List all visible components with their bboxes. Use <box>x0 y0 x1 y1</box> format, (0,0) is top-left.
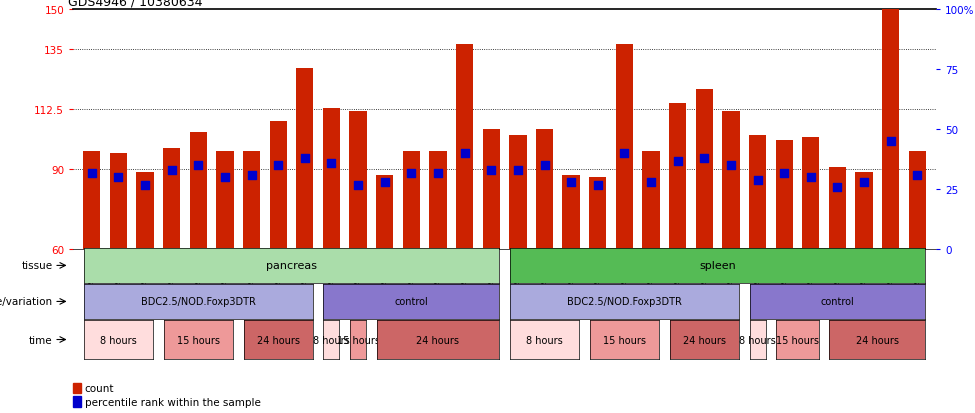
Point <box>110 175 126 181</box>
Bar <box>73 396 81 406</box>
Point <box>856 180 872 186</box>
Bar <box>829 167 846 250</box>
Text: 15 hours: 15 hours <box>603 335 645 345</box>
Text: 24 hours: 24 hours <box>256 335 299 345</box>
Point <box>217 175 233 181</box>
Point <box>457 151 473 157</box>
Bar <box>456 45 473 250</box>
Text: count: count <box>85 383 114 393</box>
Bar <box>616 45 633 250</box>
Point <box>776 170 792 176</box>
Text: time: time <box>29 335 53 345</box>
Point <box>830 184 845 191</box>
Text: 24 hours: 24 hours <box>682 335 725 345</box>
Point <box>404 170 419 176</box>
Text: spleen: spleen <box>699 261 736 271</box>
Bar <box>163 149 180 250</box>
Point <box>430 170 446 176</box>
Point <box>270 163 286 169</box>
Bar <box>296 69 314 250</box>
Point <box>377 180 393 186</box>
Bar <box>376 176 393 250</box>
Point <box>910 172 925 179</box>
Bar <box>669 104 686 250</box>
Point <box>510 168 526 174</box>
Bar <box>855 173 873 250</box>
Point <box>190 163 206 169</box>
Text: 24 hours: 24 hours <box>416 335 459 345</box>
Text: genotype/variation: genotype/variation <box>0 297 53 307</box>
Point <box>244 172 259 179</box>
Point <box>350 182 366 188</box>
Point <box>164 168 179 174</box>
Text: 8 hours: 8 hours <box>313 335 350 345</box>
Point <box>696 156 712 162</box>
Point <box>883 139 899 145</box>
Bar <box>802 138 819 250</box>
Point <box>536 163 552 169</box>
Bar <box>483 130 500 250</box>
Bar <box>695 90 713 250</box>
Point <box>324 160 339 167</box>
Text: 15 hours: 15 hours <box>176 335 219 345</box>
Point <box>484 168 499 174</box>
Text: BDC2.5/NOD.Foxp3DTR: BDC2.5/NOD.Foxp3DTR <box>567 297 682 307</box>
Bar <box>563 176 580 250</box>
Text: tissue: tissue <box>21 261 53 271</box>
Bar <box>136 173 154 250</box>
Point <box>590 182 605 188</box>
Bar <box>909 152 926 250</box>
Bar <box>775 141 793 250</box>
Text: 8 hours: 8 hours <box>526 335 563 345</box>
Bar <box>110 154 127 250</box>
Bar <box>269 122 287 250</box>
Text: GDS4946 / 10380634: GDS4946 / 10380634 <box>68 0 203 8</box>
Text: 8 hours: 8 hours <box>100 335 136 345</box>
Point <box>84 170 99 176</box>
Point <box>723 163 739 169</box>
Bar <box>323 109 340 250</box>
Bar <box>882 10 899 250</box>
Point <box>616 151 632 157</box>
Bar <box>589 178 606 250</box>
Bar <box>749 135 766 250</box>
Point <box>803 175 819 181</box>
Text: 15 hours: 15 hours <box>336 335 379 345</box>
Text: control: control <box>395 297 428 307</box>
Text: 15 hours: 15 hours <box>776 335 819 345</box>
Bar <box>216 152 234 250</box>
Bar <box>73 383 81 393</box>
Bar <box>403 152 420 250</box>
Bar <box>429 152 447 250</box>
Point <box>564 180 579 186</box>
Bar <box>643 152 660 250</box>
Point <box>644 180 659 186</box>
Point <box>137 182 153 188</box>
Point <box>670 158 685 164</box>
Bar <box>722 112 740 250</box>
Bar <box>509 135 527 250</box>
Bar <box>83 152 100 250</box>
Bar <box>349 112 367 250</box>
Bar <box>190 133 207 250</box>
Bar <box>536 130 553 250</box>
Bar <box>243 152 260 250</box>
Text: 24 hours: 24 hours <box>856 335 899 345</box>
Text: BDC2.5/NOD.Foxp3DTR: BDC2.5/NOD.Foxp3DTR <box>140 297 255 307</box>
Text: control: control <box>821 297 854 307</box>
Point <box>297 156 313 162</box>
Text: pancreas: pancreas <box>266 261 317 271</box>
Point <box>750 177 765 184</box>
Text: 8 hours: 8 hours <box>739 335 776 345</box>
Text: percentile rank within the sample: percentile rank within the sample <box>85 396 260 407</box>
